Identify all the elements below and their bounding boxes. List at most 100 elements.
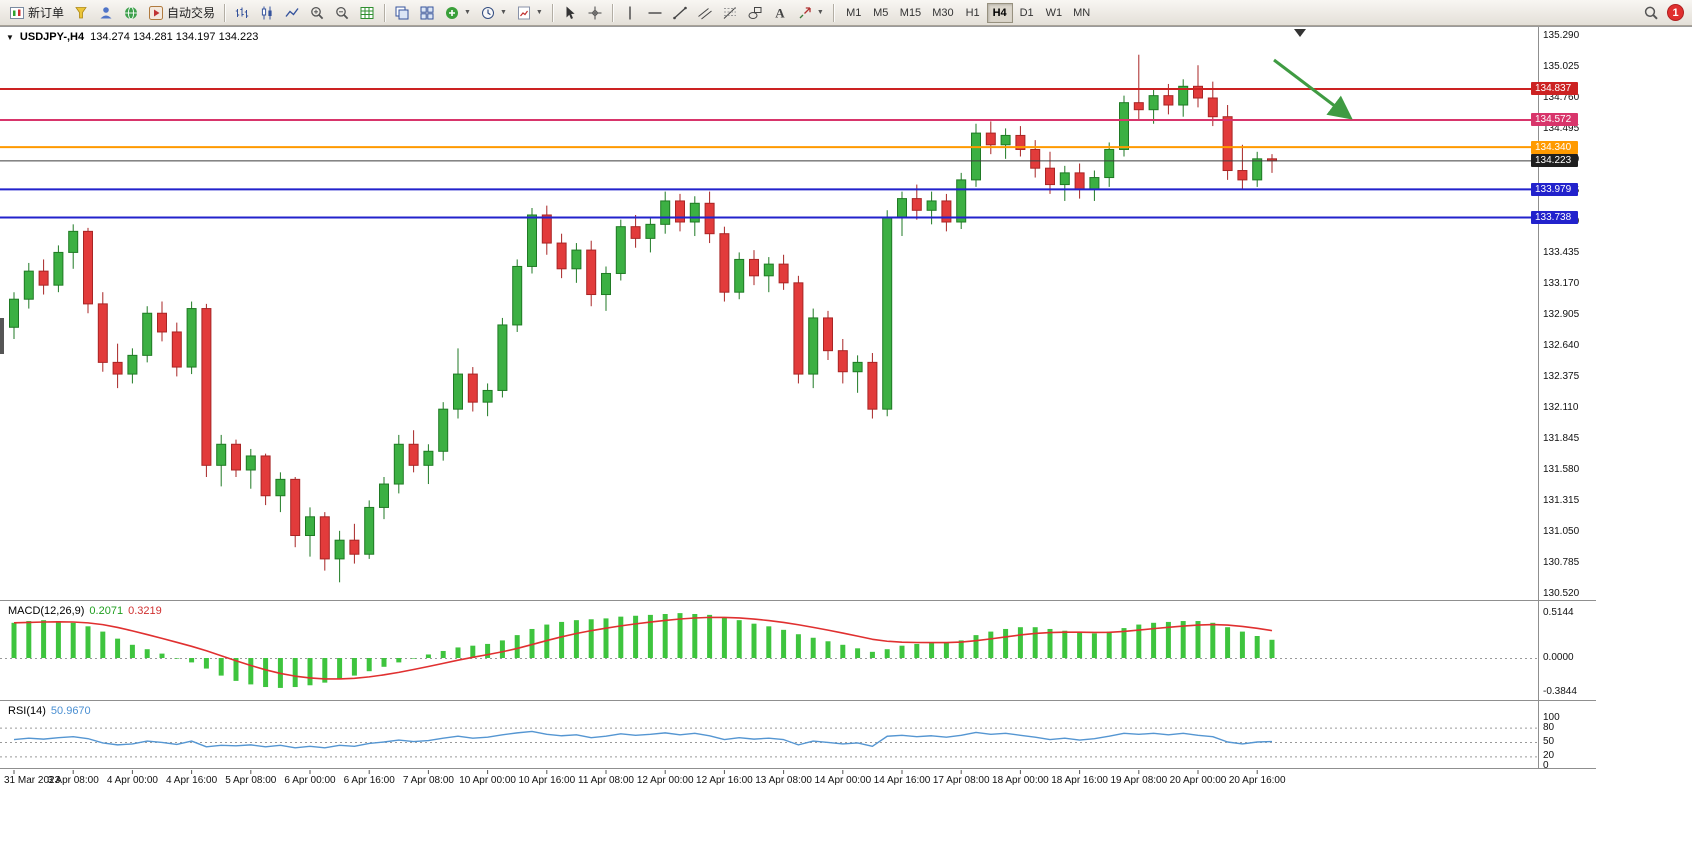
horizontal-line-button[interactable] (643, 2, 667, 24)
candlestick-chart-icon (261, 6, 272, 19)
chart-wizard-button[interactable] (69, 2, 93, 24)
cursor-button[interactable] (558, 2, 582, 24)
timeframe-button-w1[interactable]: W1 (1041, 3, 1068, 23)
tile-windows-icon (420, 6, 434, 19)
zoom-in-icon (311, 6, 324, 19)
arrows-tool-button[interactable]: ▼ (793, 2, 828, 24)
rsi-name: RSI(14) (8, 705, 46, 717)
rsi-axis-label: 0 (1543, 760, 1549, 771)
bar-chart-icon (235, 7, 249, 18)
toolbar: 新订单 自动交易 (0, 0, 1692, 26)
time-axis-label: 11 Apr 08:00 (578, 775, 634, 786)
time-axis-label: 4 Apr 00:00 (106, 775, 158, 786)
chart-title-bar: ▼ USDJPY-,H4 134.274 134.281 134.197 134… (6, 31, 258, 43)
rsi-axis-label: 80 (1543, 721, 1555, 733)
notification-badge[interactable]: 1 (1667, 4, 1684, 21)
channel-icon (698, 7, 712, 19)
zoom-out-button[interactable] (330, 2, 354, 24)
toolbar-separator (611, 3, 613, 22)
price-axis-label: 134.760 (1543, 92, 1580, 103)
time-axis-label: 12 Apr 16:00 (696, 775, 753, 786)
timeframe-button-d1[interactable]: D1 (1014, 3, 1040, 23)
toolbar-separator (832, 3, 834, 22)
price-line-badge: 133.738 (1531, 211, 1578, 225)
fibonacci-button[interactable] (718, 2, 742, 24)
timeframe-button-h1[interactable]: H1 (960, 3, 986, 23)
time-axis-label: 20 Apr 16:00 (1228, 775, 1286, 786)
macd-axis-label: 0.5144 (1543, 606, 1574, 618)
price-axis-label: 131.050 (1543, 526, 1580, 537)
price-line-badge: 134.837 (1531, 82, 1578, 96)
price-axis-label: 133.170 (1543, 278, 1580, 289)
add-indicator-button[interactable]: ▼ (440, 2, 475, 24)
time-axis-label: 4 Apr 16:00 (166, 775, 218, 786)
cascade-windows-icon (395, 6, 409, 19)
rsi-axis-label: 20 (1543, 750, 1555, 762)
dropdown-caret-icon: ▼ (464, 9, 471, 16)
add-indicator-icon (446, 6, 459, 19)
price-axis-label: 135.290 (1543, 30, 1580, 41)
search-icon (1644, 6, 1658, 20)
autotrading-button[interactable]: 自动交易 (144, 2, 219, 24)
indicators-grid-icon (360, 6, 374, 19)
crosshair-button[interactable] (583, 2, 607, 24)
community-button[interactable] (119, 2, 143, 24)
rsi-label: RSI(14) 50.9670 (8, 705, 91, 717)
price-axis-label: 131.845 (1543, 433, 1580, 444)
timeframes-menu-button[interactable]: ▼ (476, 2, 511, 24)
indicators-list-button[interactable] (355, 2, 379, 24)
timeframe-button-mn[interactable]: MN (1068, 3, 1095, 23)
price-line-badge: 134.340 (1531, 140, 1578, 154)
symbol-period-label: USDJPY-,H4 (19, 31, 85, 43)
shapes-button[interactable] (743, 2, 767, 24)
price-axis-label: 132.640 (1543, 340, 1580, 351)
search-button[interactable] (1639, 2, 1663, 24)
vertical-line-button[interactable] (618, 2, 642, 24)
text-label-button[interactable]: A (768, 2, 792, 24)
fibonacci-icon (723, 6, 736, 19)
bar-chart-button[interactable] (230, 2, 254, 24)
ohlc-values: 134.274 134.281 134.197 134.223 (90, 31, 259, 43)
line-chart-button[interactable] (280, 2, 304, 24)
symbol-menu-icon[interactable]: ▼ (6, 32, 14, 42)
toolbar-separator (384, 3, 386, 22)
globe-icon (125, 6, 138, 19)
timeframe-button-m5[interactable]: M5 (868, 3, 894, 23)
time-axis-label: 3 Apr 08:00 (47, 775, 99, 786)
channel-button[interactable] (693, 2, 717, 24)
horizontal-line-icon (648, 11, 662, 14)
zoom-in-button[interactable] (305, 2, 329, 24)
timeframe-toolbar: M1 M5 M15 M30 H1 H4 D1 W1 MN (841, 2, 1095, 23)
zoom-out-icon (336, 6, 349, 19)
profile-icon (100, 6, 112, 18)
price-axis-label: 132.110 (1543, 402, 1579, 413)
timeframe-button-h4[interactable]: H4 (986, 2, 1013, 23)
autotrading-label: 自动交易 (167, 6, 216, 20)
time-axis-label: 18 Apr 00:00 (992, 775, 1049, 786)
time-axis-label: 31 Mar 2023 (4, 775, 61, 786)
timeframe-button-m1[interactable]: M1 (841, 3, 867, 23)
line-chart-icon (285, 7, 299, 17)
cursor-icon (566, 6, 575, 19)
arrow-tool-icon (799, 6, 811, 18)
price-line-badge: 134.223 (1531, 154, 1578, 168)
price-axis-label: 133.435 (1543, 247, 1580, 258)
time-axis-label: 6 Apr 16:00 (343, 775, 395, 786)
cascade-windows-button[interactable] (390, 2, 414, 24)
candlestick-chart-button[interactable] (255, 2, 279, 24)
tile-windows-button[interactable] (415, 2, 439, 24)
new-order-button[interactable]: 新订单 (5, 2, 68, 24)
autotrading-icon (149, 5, 164, 20)
timeframe-button-m15[interactable]: M15 (895, 3, 926, 23)
trendline-button[interactable] (668, 2, 692, 24)
time-axis-label: 10 Apr 16:00 (518, 775, 576, 786)
text-icon: A (775, 5, 785, 20)
timeframe-button-m30[interactable]: M30 (927, 3, 958, 23)
price-axis-label: 132.375 (1543, 371, 1580, 382)
profile-button[interactable] (94, 2, 118, 24)
macd-label: MACD(12,26,9) 0.2071 0.3219 (8, 605, 162, 617)
rsi-value: 50.9670 (50, 705, 91, 717)
templates-menu-button[interactable]: ▼ (512, 2, 547, 24)
macd-axis-label: -0.3844 (1543, 685, 1577, 697)
